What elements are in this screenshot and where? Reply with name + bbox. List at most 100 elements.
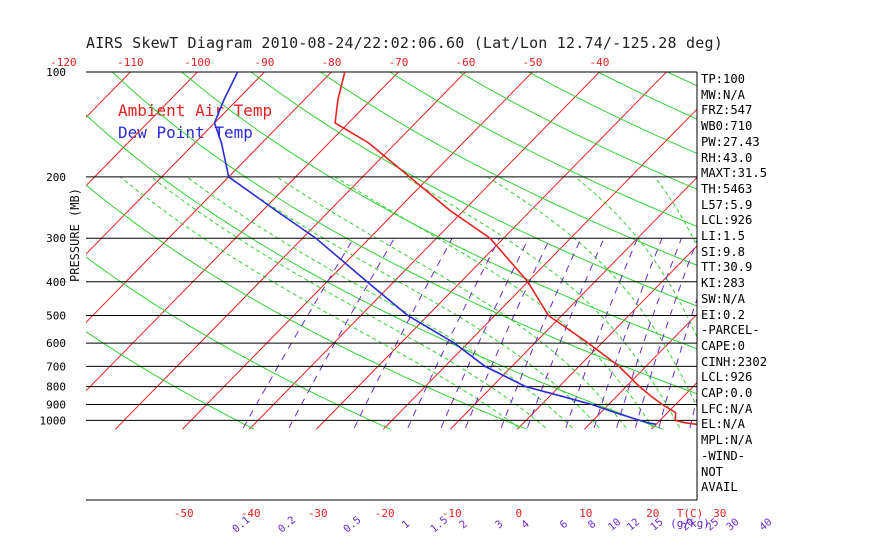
bottom-temp-tick-label: 10 <box>579 507 592 520</box>
air-temp-profile <box>334 72 697 426</box>
top-temp-tick-label: -100 <box>184 56 211 69</box>
stability-index-item: FRZ:547 <box>701 103 753 118</box>
isotherm-line <box>718 56 870 429</box>
stability-indices-panel: TP:100 MW:N/A FRZ:547 WB0:710 PW:27.43 RH:43.… <box>701 72 767 496</box>
stability-index-item: -PARCEL- <box>701 323 760 338</box>
pressure-tick-label: 1000 <box>40 414 67 427</box>
mixing-ratio-tick-label: 30 <box>724 516 741 533</box>
dew-point-profile <box>213 72 657 426</box>
stability-index-item: MW:N/A <box>701 87 746 102</box>
moist-adiabat-line <box>334 176 654 429</box>
top-temp-tick-label: -40 <box>589 56 609 69</box>
mixing-ratio-tick-label: 4 <box>519 518 532 531</box>
moist-adiabat-line <box>227 176 600 429</box>
moist-adiabat-line <box>654 176 697 248</box>
moist-adiabat-line <box>773 177 814 428</box>
moist-adiabat-line <box>119 176 520 429</box>
pressure-tick-label: 700 <box>46 360 66 373</box>
temp-unit-label: T(C) <box>677 507 704 520</box>
legend-ambient-air-temp: Ambient Air Temp <box>118 101 273 120</box>
stability-index-item: LCL:926 <box>701 213 753 228</box>
pressure-tick-label: 900 <box>46 398 66 411</box>
isotherm-line <box>115 72 467 430</box>
top-temp-tick-label: -110 <box>117 56 144 69</box>
stability-index-item: EL:N/A <box>701 417 746 432</box>
isotherm-line <box>450 176 697 430</box>
bottom-temp-tick-label: -50 <box>174 507 194 520</box>
dry-adiabat-line <box>111 72 697 395</box>
top-temp-tick-label: -80 <box>321 56 341 69</box>
mixing-ratio-line <box>634 238 697 428</box>
mixing-ratio-tick-label: 12 <box>625 516 642 533</box>
mixing-ratio-line <box>735 238 784 428</box>
pressure-tick-label: 400 <box>46 276 66 289</box>
mixing-ratio-line <box>242 237 355 429</box>
mixing-ratio-tick-label: 0.5 <box>341 514 363 535</box>
stability-index-item: SW:N/A <box>701 291 746 306</box>
mixing-ratio-line <box>768 238 812 428</box>
stability-index-item: KI:283 <box>701 276 746 291</box>
dry-adiabat-line <box>388 72 697 227</box>
stability-index-item: LI:1.5 <box>701 229 746 244</box>
mixing-ratio-tick-label: 6 <box>558 518 571 531</box>
pressure-tick-label: 800 <box>46 381 66 394</box>
top-temp-tick-label: -90 <box>254 56 274 69</box>
mixing-ratio-tick-label: 3 <box>493 518 506 531</box>
isotherm-line <box>0 56 79 429</box>
pressure-tick-label: 500 <box>46 310 66 323</box>
stability-index-item: NOT <box>701 464 724 479</box>
mixing-ratio-line <box>526 237 605 428</box>
isotherm-line <box>86 72 266 255</box>
top-temp-tick-label: -50 <box>522 56 542 69</box>
dry-adiabat-line <box>702 56 870 429</box>
mixing-ratio-line <box>616 238 682 428</box>
dry-adiabat-line <box>319 72 697 266</box>
stability-index-item: RH:43.0 <box>701 150 753 165</box>
stability-index-item: L57:5.9 <box>701 197 753 212</box>
moist-adiabat-line <box>574 176 697 339</box>
isotherm-line <box>383 108 697 430</box>
isotherm-line <box>785 56 870 429</box>
moist-adiabat-line <box>186 176 573 429</box>
mixing-ratio-tick-label: 40 <box>757 516 774 533</box>
isotherm-line <box>517 245 697 430</box>
dry-adiabat-line <box>596 72 697 120</box>
stability-index-item: WB0:710 <box>701 119 753 134</box>
isotherm-line <box>86 72 333 324</box>
isotherm-line <box>86 72 132 119</box>
mixing-ratio-line <box>593 238 663 428</box>
dry-adiabat-line <box>86 114 664 430</box>
stability-index-item: MPL:N/A <box>701 433 753 448</box>
moist-adiabat-line <box>151 176 546 429</box>
mixing-ratio-line <box>715 238 766 428</box>
dry-adiabat-line <box>527 72 697 154</box>
moist-adiabat-line <box>276 176 627 429</box>
bottom-temp-tick-label: 0 <box>515 507 522 520</box>
dry-adiabat-line <box>769 56 870 429</box>
stability-index-item: TP:100 <box>701 72 746 86</box>
isotherm-line <box>86 72 199 187</box>
bottom-temp-tick-label: -10 <box>442 507 462 520</box>
dry-adiabat-line <box>181 72 697 350</box>
moist-adiabat-line <box>487 176 697 409</box>
stability-index-item: MAXT:31.5 <box>701 166 768 181</box>
dry-adiabat-line <box>666 72 697 87</box>
mixing-ratio-unit-label: (g/kg) <box>670 517 710 530</box>
dry-adiabat-line <box>86 331 255 430</box>
bottom-temp-tick-label: -30 <box>308 507 328 520</box>
pressure-tick-label: 300 <box>46 232 66 245</box>
mixing-ratio-line <box>658 297 697 428</box>
isotherm-line <box>86 72 400 392</box>
mixing-ratio-tick-label: 2 <box>457 518 470 531</box>
isotherm-line <box>249 72 601 430</box>
chart-title: AIRS SkewT Diagram 2010-08-24/22:02:06.6… <box>86 34 723 52</box>
isotherm-line <box>852 56 870 429</box>
mixing-ratio-tick-label: 1 <box>400 518 413 531</box>
bottom-temp-tick-label: 30 <box>713 507 726 520</box>
isotherm-line <box>0 56 12 429</box>
stability-index-item: AVAIL <box>701 480 738 495</box>
top-temp-tick-label: -120 <box>50 56 77 69</box>
mixing-ratio-line <box>465 237 551 428</box>
mixing-ratio-line <box>288 237 395 429</box>
stability-index-item: LFC:N/A <box>701 401 753 416</box>
